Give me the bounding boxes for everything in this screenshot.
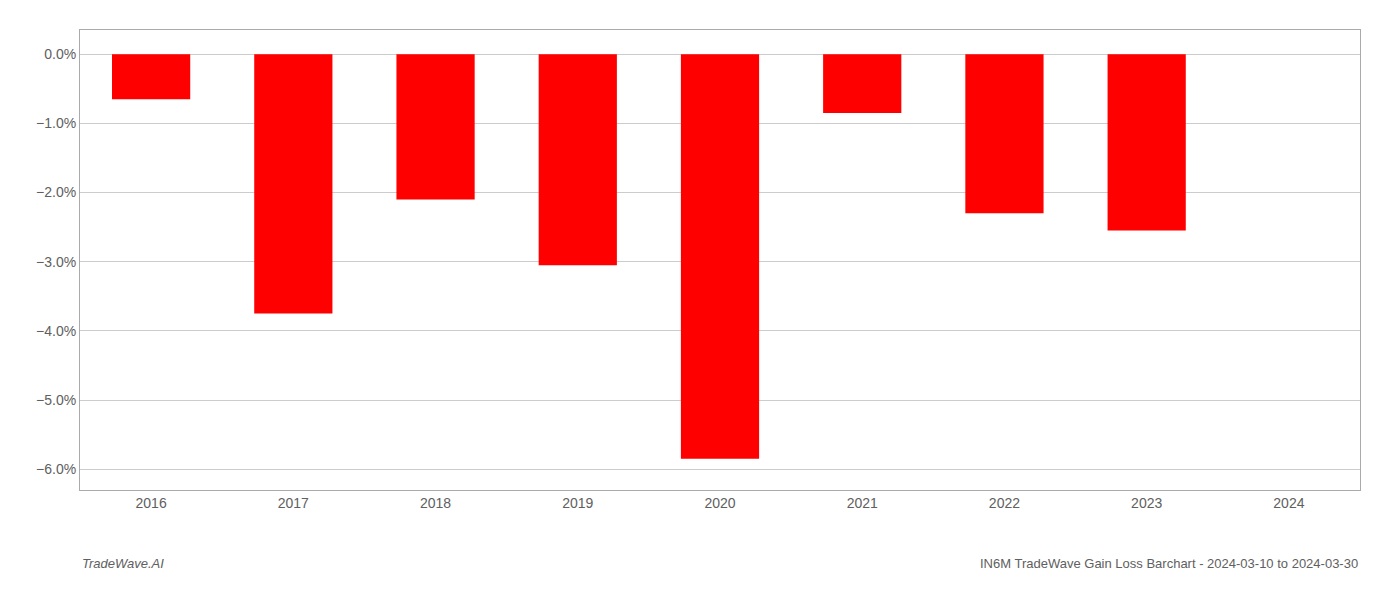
svg-text:2022: 2022: [989, 495, 1020, 511]
svg-text:−2.0%: −2.0%: [36, 184, 76, 200]
svg-text:2020: 2020: [704, 495, 735, 511]
svg-text:−6.0%: −6.0%: [36, 461, 76, 477]
svg-text:2017: 2017: [278, 495, 309, 511]
svg-text:2023: 2023: [1131, 495, 1162, 511]
svg-text:−5.0%: −5.0%: [36, 392, 76, 408]
svg-text:−3.0%: −3.0%: [36, 254, 76, 270]
svg-text:IN6M TradeWave Gain Loss Barch: IN6M TradeWave Gain Loss Barchart - 2024…: [980, 556, 1358, 571]
svg-text:2016: 2016: [136, 495, 167, 511]
svg-text:2021: 2021: [847, 495, 878, 511]
svg-text:−4.0%: −4.0%: [36, 323, 76, 339]
svg-text:0.0%: 0.0%: [44, 46, 76, 62]
svg-text:2019: 2019: [562, 495, 593, 511]
svg-text:−1.0%: −1.0%: [36, 115, 76, 131]
svg-text:2024: 2024: [1273, 495, 1304, 511]
svg-text:TradeWave.AI: TradeWave.AI: [82, 556, 164, 571]
svg-text:2018: 2018: [420, 495, 451, 511]
